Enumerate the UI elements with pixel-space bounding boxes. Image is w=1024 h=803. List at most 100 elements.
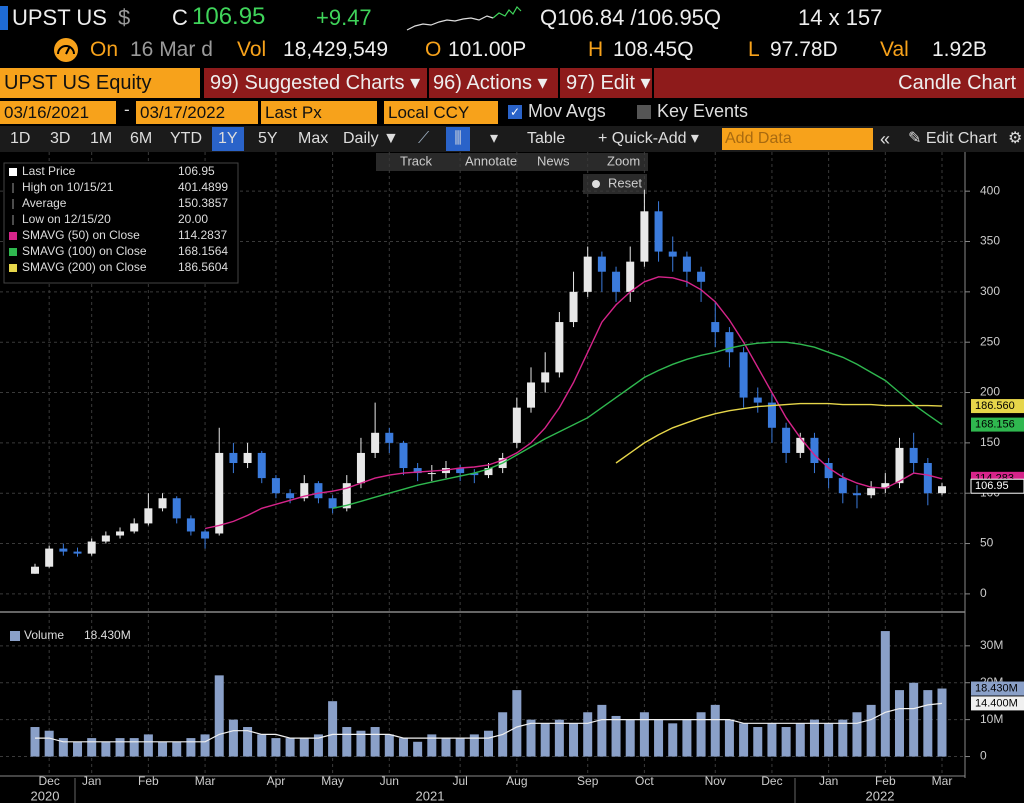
last-price: 106.95 [192, 3, 266, 30]
candle-icon[interactable]: ⫼ [446, 127, 470, 151]
high: 108.45Q [613, 38, 694, 61]
candle-body [413, 468, 422, 474]
chart-tool[interactable]: Annotate [465, 153, 517, 168]
period-button[interactable]: 1D [10, 130, 31, 147]
volume-bar [441, 738, 451, 757]
line-series [332, 341, 943, 509]
candle-body [668, 251, 677, 257]
volume-bar [427, 734, 437, 757]
x-tick-label: Aug [506, 774, 527, 788]
low: 97.78D [770, 38, 838, 61]
settings-icon[interactable]: ⚙ [1008, 130, 1023, 147]
volume-bar [937, 688, 947, 757]
ticker: UPST US [12, 5, 107, 30]
candle-body [484, 468, 493, 476]
period-button[interactable]: 1Y [212, 127, 244, 151]
legend-swatch [9, 264, 17, 272]
checkbox-checked[interactable]: ✓ [508, 105, 522, 119]
dropdown[interactable]: ▾ [490, 130, 499, 147]
candle-body [342, 483, 351, 509]
period-button[interactable]: YTD [170, 130, 202, 147]
legend-label: Volume [24, 628, 64, 642]
frequency[interactable]: Daily ▼ [343, 130, 399, 147]
period-button[interactable]: 3D [50, 130, 71, 147]
end-date[interactable]: 03/17/2022 [136, 101, 258, 124]
volume-bar [186, 738, 196, 757]
candle-body [767, 402, 776, 428]
legend-label: Last Price [22, 164, 76, 178]
candle-body [711, 322, 720, 333]
chart-tool[interactable]: News [537, 153, 570, 168]
low-label: L [748, 38, 760, 61]
candle-body [782, 427, 791, 453]
chart-tool[interactable]: Track [400, 153, 433, 168]
collapse[interactable]: « [880, 129, 891, 149]
volume-bar [313, 734, 323, 757]
table-button[interactable]: Table [527, 130, 566, 147]
candle-body [682, 256, 691, 272]
candle-body [909, 447, 918, 464]
candle-body [938, 486, 946, 494]
period-button[interactable]: 5Y [258, 130, 278, 147]
line-icon[interactable]: ⟋ [418, 130, 430, 147]
candle-body [470, 473, 479, 476]
legend-swatch [9, 248, 17, 256]
x-tick-label: Jul [452, 774, 467, 788]
period-button[interactable]: Max [298, 130, 329, 147]
reset-button[interactable] [583, 174, 647, 194]
menu-item[interactable]: 99) Suggested Charts ▾ [210, 72, 421, 94]
volume-bar [484, 730, 493, 757]
quick-add[interactable]: + Quick-Add ▾ [598, 130, 699, 147]
legend-label: Low on 12/15/20 [22, 212, 111, 226]
candle-body [271, 478, 280, 494]
currency-select[interactable]: Local CCY [384, 101, 498, 124]
volume-bar [73, 741, 83, 757]
menu-item[interactable]: 97) Edit ▾ [566, 72, 651, 94]
volume-bar [583, 712, 593, 757]
line-series [615, 402, 943, 464]
volume: 18,429,549 [283, 38, 389, 61]
candle-body [796, 437, 805, 453]
date-dash: - [124, 100, 130, 119]
volume-bar [172, 741, 182, 757]
volume-bar [469, 734, 479, 757]
edit-chart-label[interactable]: Edit Chart [925, 130, 997, 147]
field-select[interactable]: Last Px [261, 101, 377, 124]
volume-bar [597, 704, 607, 757]
key-events[interactable]: Key Events [657, 101, 749, 121]
axis-value-tag: 168.156 [975, 418, 1015, 430]
candle-body [612, 271, 621, 292]
candle-body [541, 372, 550, 383]
candle-body [555, 322, 564, 373]
candle-body [158, 498, 167, 509]
security-field[interactable]: UPST US Equity [0, 68, 200, 98]
add-data[interactable]: Add Data [722, 128, 873, 150]
line-series [35, 702, 943, 743]
legend-label: SMAVG (50) on Close [22, 228, 140, 242]
volume-bar [909, 682, 919, 757]
chart-tool[interactable]: Zoom [607, 153, 640, 168]
candle-body [427, 473, 436, 475]
checkbox[interactable] [637, 105, 651, 119]
candle-body [385, 432, 394, 443]
volume-bar [894, 690, 904, 757]
mov-avgs[interactable]: Mov Avgs [528, 101, 606, 121]
candle-body [569, 291, 578, 323]
volume-bar [682, 719, 692, 757]
legend-swatch [9, 232, 17, 240]
edit-chart[interactable]: ✎ Edit Chart [908, 130, 997, 147]
period-button[interactable]: 6M [130, 130, 153, 147]
reset-label[interactable]: Reset [608, 175, 642, 190]
gauge-icon [54, 38, 78, 62]
candle-body [881, 483, 890, 489]
period-button[interactable]: 1M [90, 130, 113, 147]
x-tick-label: Sep [577, 774, 599, 788]
candle-body [654, 211, 663, 252]
volume-bar [200, 734, 210, 757]
volume-bar [852, 712, 862, 757]
menu-item[interactable]: 96) Actions ▾ [433, 72, 548, 94]
start-date[interactable]: 03/16/2021 [0, 101, 116, 124]
quote-size: 14 x 157 [798, 5, 883, 30]
legend-value: 150.3857 [178, 196, 228, 210]
legend-value: 186.5604 [178, 260, 228, 274]
